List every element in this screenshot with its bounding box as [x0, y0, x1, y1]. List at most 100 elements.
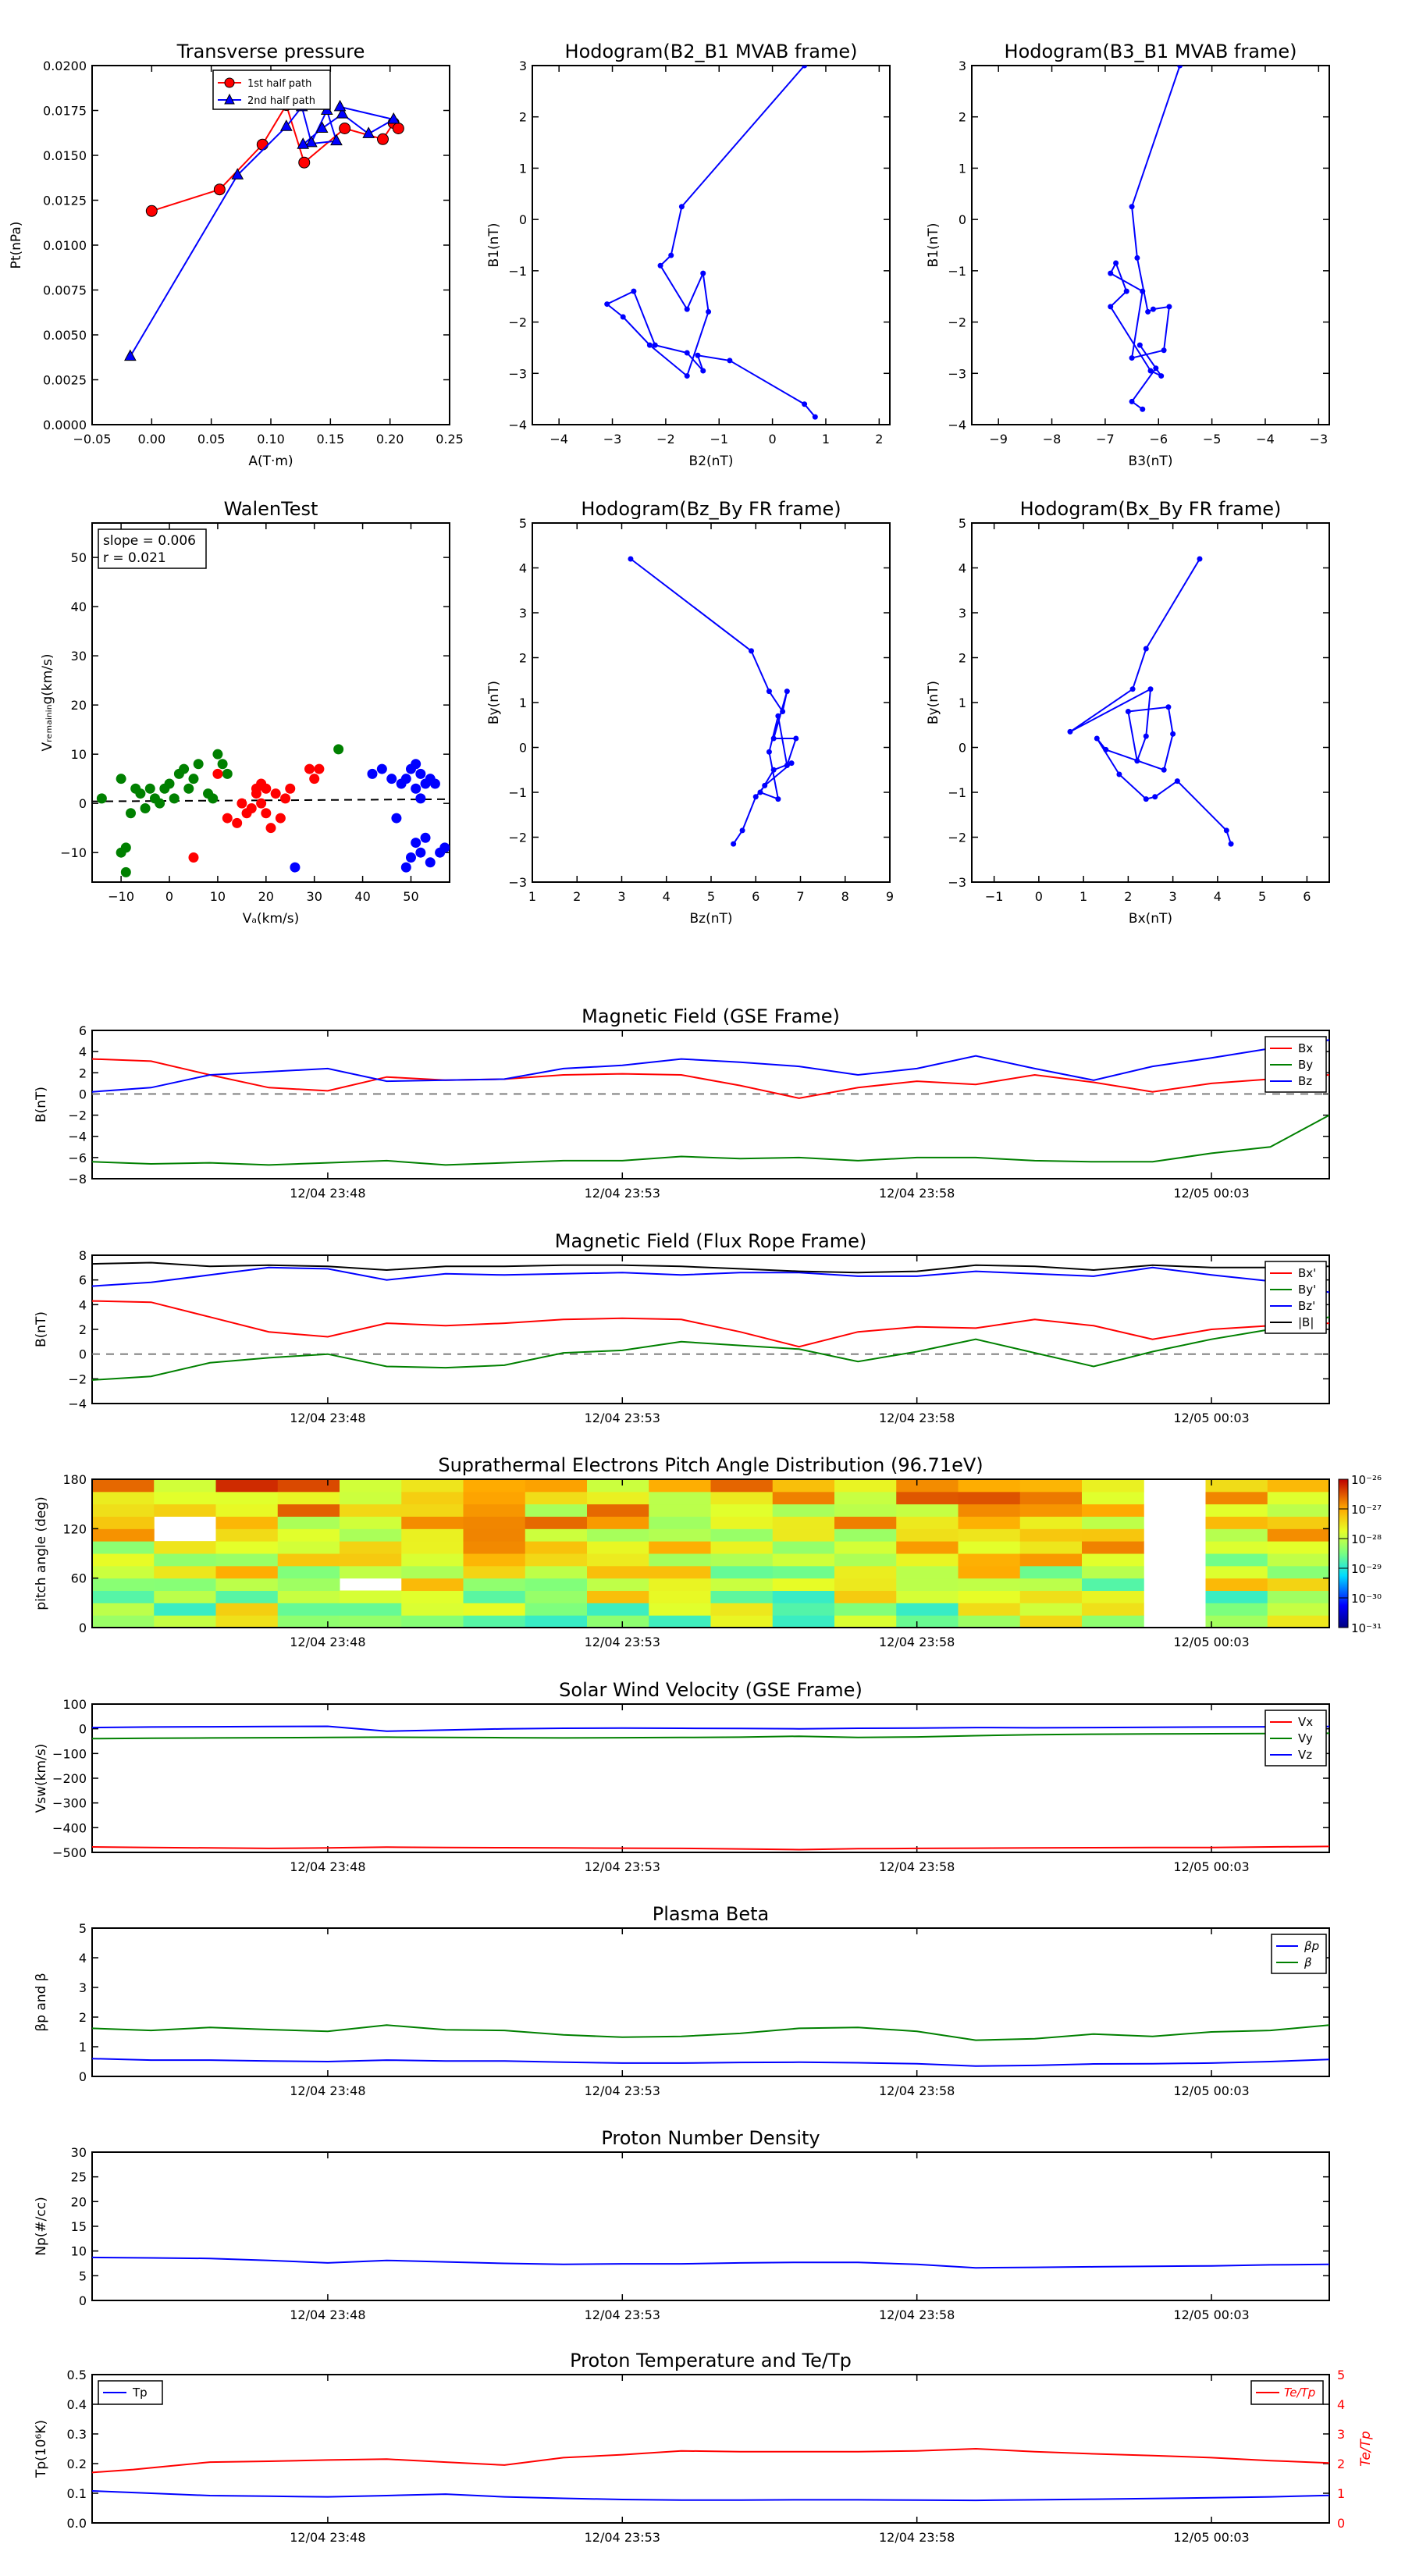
hzy-hodogram-point: [752, 794, 759, 800]
tp-xtick-label: 0.10: [257, 432, 285, 447]
pad-heatmap-cell: [463, 1578, 526, 1591]
vsw-ytick-label: −400: [52, 1820, 87, 1835]
pad-heatmap-cell: [92, 1615, 155, 1628]
temp-y2label: Te/Tp: [1358, 2431, 1374, 2467]
pad-heatmap-cell: [649, 1565, 711, 1579]
pad-heatmap-cell: [340, 1565, 402, 1579]
tp-point-2nd-half: [333, 99, 347, 112]
tp-point-2nd-half: [305, 135, 318, 148]
pad-heatmap-cell: [1082, 1553, 1144, 1567]
pad-heatmap-cell: [1267, 1590, 1329, 1603]
tp-legend-label: 1st half path: [247, 78, 311, 90]
pad-title: Suprathermal Electrons Pitch Angle Distr…: [438, 1454, 983, 1476]
pad-heatmap-cell: [649, 1553, 711, 1567]
pad-heatmap-cell: [587, 1541, 649, 1554]
bgse-series-Bx: [92, 1058, 1329, 1099]
beta-series-β: [92, 2024, 1329, 2041]
hzy-hodogram-point: [770, 767, 777, 773]
bgse-ytick-label: −2: [68, 1108, 87, 1123]
tp-xtick-label: 0.05: [197, 432, 226, 447]
chart-bfr: Magnetic Field (Flux Rope Frame) −4 −2 0 2 4 6…: [34, 1230, 1330, 1425]
pad-heatmap-cell: [154, 1553, 216, 1567]
pad-heatmap-cell: [154, 1503, 216, 1517]
np-axes-frame: [91, 2151, 1330, 2301]
pad-heatmap-cell: [1267, 1528, 1329, 1542]
beta-ylabel: βp and β: [34, 1973, 49, 2031]
h21-xtick-label: 2: [875, 432, 883, 447]
walen-point: [116, 847, 126, 858]
h31-hodogram-point: [1153, 365, 1159, 372]
pad-heatmap-cell: [958, 1590, 1021, 1603]
pad-heatmap-cell: [1267, 1578, 1329, 1591]
h21-hodogram-point: [812, 414, 818, 420]
tp-point-1st-half: [256, 138, 269, 151]
bgse-ytick-label: −4: [68, 1130, 87, 1144]
bgse-ytick-label: 6: [79, 1023, 87, 1038]
tp-point-2nd-half: [124, 349, 137, 361]
pad-heatmap-cell: [1019, 1615, 1083, 1628]
hxy-hodogram-point: [1103, 746, 1109, 753]
walen-point: [232, 817, 243, 828]
temp-axes-frame: [91, 2374, 1330, 2524]
pad-heatmap-cell: [277, 1479, 340, 1493]
pad-heatmap-cell: [1082, 1565, 1144, 1579]
h21-ytick-label: 2: [519, 110, 527, 125]
pad-heatmap-cell: [525, 1491, 588, 1505]
h31-hodogram-line: [1109, 66, 1181, 411]
pad-heatmap-cell: [154, 1615, 216, 1628]
pad-heatmap-cell: [958, 1565, 1021, 1579]
h21-xlabel: B2(nT): [689, 454, 734, 469]
hzy-xtick-label: 9: [886, 889, 894, 904]
pad-heatmap-cell: [587, 1553, 649, 1567]
pad-heatmap-cell: [587, 1516, 649, 1529]
np-ytick-label: 10: [71, 2244, 87, 2259]
pad-heatmap-cell: [834, 1578, 897, 1591]
beta-ytick-label: 1: [79, 2040, 87, 2055]
hxy-hodogram-point: [1143, 646, 1149, 652]
bgse-title: Magnetic Field (GSE Frame): [582, 1005, 840, 1027]
pad-heatmap-cell: [1205, 1479, 1268, 1493]
walen-point: [411, 783, 422, 794]
beta-plot-area: [92, 2024, 1329, 2067]
hxy-hodogram-point: [1228, 841, 1234, 847]
pad-heatmap-cell: [1082, 1578, 1144, 1591]
pad-heatmap-cell: [1082, 1516, 1144, 1529]
pad-heatmap-cell: [154, 1578, 216, 1591]
pad-heatmap-cell: [958, 1615, 1021, 1628]
walen-plot-area: [92, 744, 450, 877]
walen-point: [179, 763, 190, 774]
vsw-ytick-label: 0: [79, 1722, 87, 1737]
h31-hodogram-point: [1145, 308, 1151, 315]
pad-heatmap-cell: [710, 1516, 774, 1529]
h21-hodogram-point: [604, 301, 610, 308]
hxy-ytick-label: −1: [948, 785, 966, 800]
hzy-xtick-label: 3: [617, 889, 625, 904]
pad-ytick-label: 180: [62, 1472, 87, 1487]
temp-ytick-label: 0.2: [67, 2457, 87, 2471]
tp-xlabel: A(T·m): [248, 454, 293, 469]
h31-hodogram-point: [1166, 304, 1172, 310]
pad-heatmap-cell: [401, 1603, 464, 1616]
pad-heatmap-cell: [1082, 1615, 1144, 1628]
pad-heatmap-cell: [1082, 1603, 1144, 1616]
h31-hodogram-point: [1129, 398, 1135, 404]
hzy-ytick-label: 4: [519, 561, 527, 576]
walen-point: [261, 783, 272, 794]
temp-ytick-label: 0.5: [67, 2368, 87, 2382]
pad-heatmap-cell: [958, 1541, 1021, 1554]
bfr-ytick-label: 2: [79, 1322, 87, 1337]
chart-temp: Proton Temperature and Te/Tp 0.0 0.1 0.2 0.3…: [34, 2350, 1374, 2545]
walen-ytick-label: 10: [71, 747, 87, 762]
pad-heatmap-cell: [772, 1479, 835, 1493]
h31-hodogram-point: [1108, 304, 1114, 310]
h31-hodogram-point: [1161, 347, 1167, 354]
hzy-xtick-label: 5: [707, 889, 715, 904]
pad-heatmap-cell: [215, 1491, 279, 1505]
hxy-ytick-label: −2: [948, 831, 966, 845]
hxy-hodogram-point: [1152, 794, 1158, 800]
walen-point: [420, 832, 431, 843]
temp-xtick-label: 12/04 23:48: [290, 2530, 365, 2545]
hxy-xtick-label: −1: [985, 889, 1004, 904]
pad-heatmap-cell: [834, 1503, 897, 1517]
h31-ytick-label: 1: [959, 161, 966, 176]
